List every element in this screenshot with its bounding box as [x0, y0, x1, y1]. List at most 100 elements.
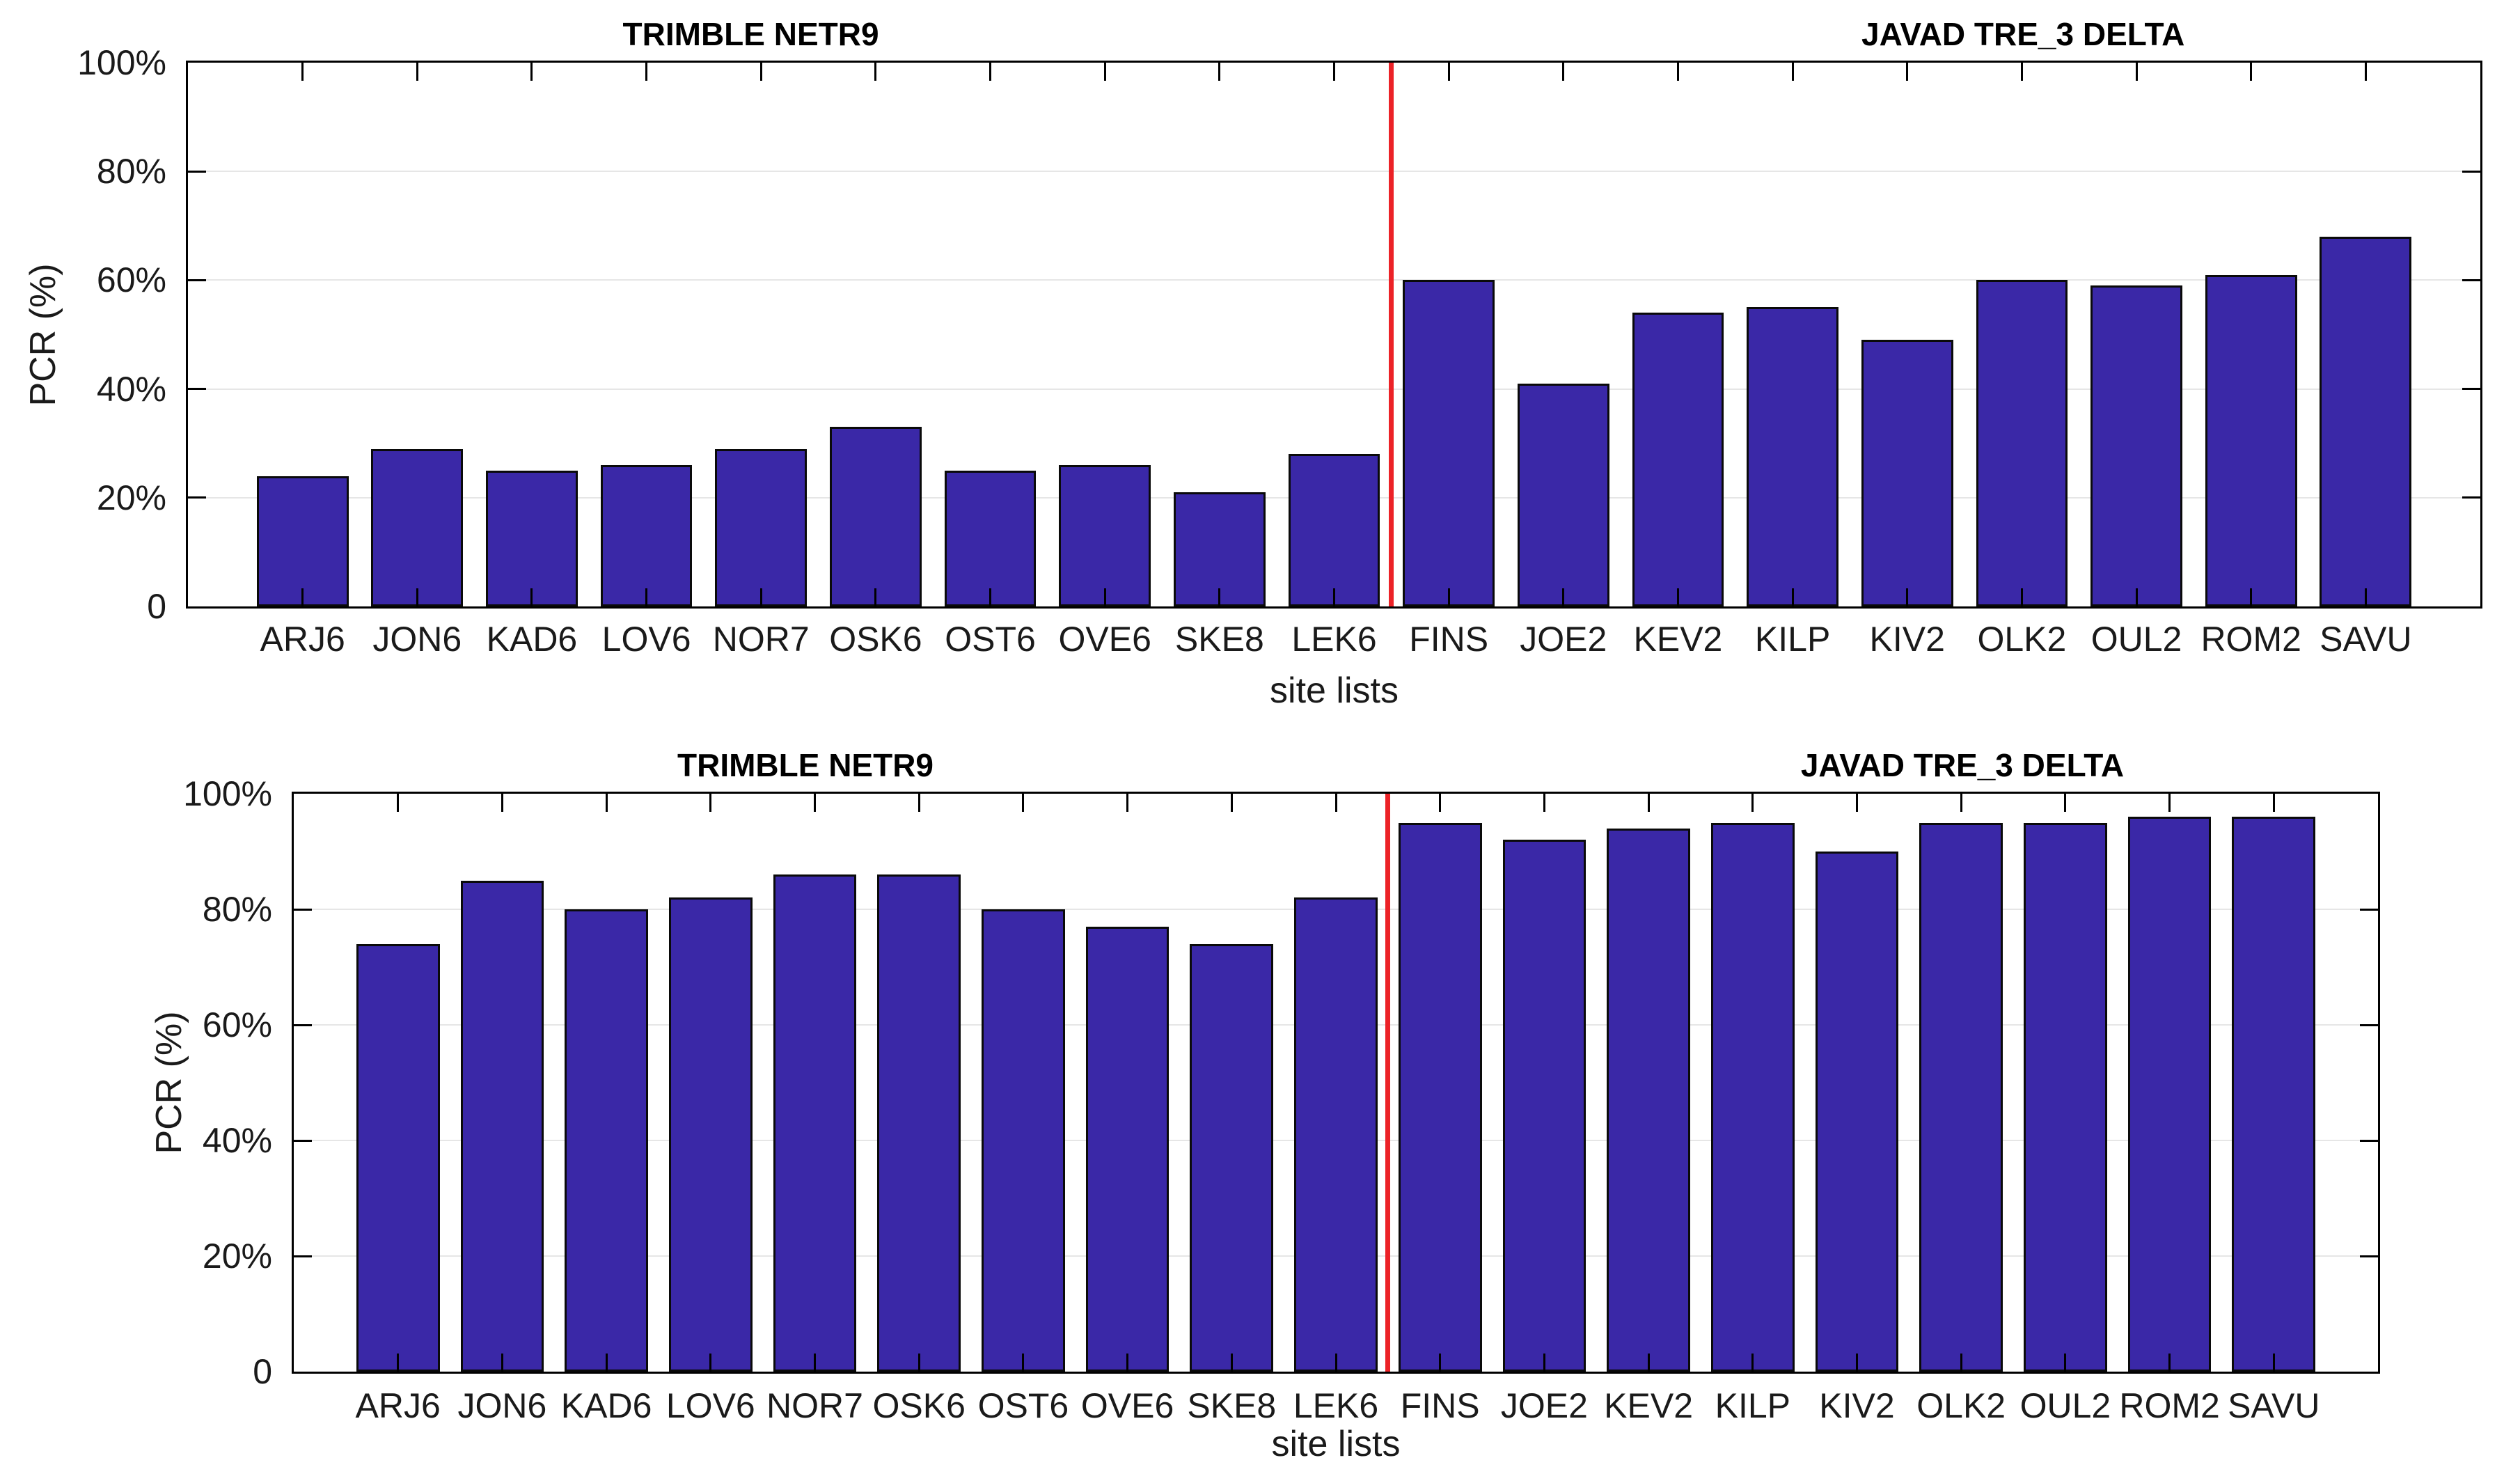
x-tick-mark [1960, 1354, 1962, 1372]
x-tick-label-FINS: FINS [1409, 620, 1489, 659]
x-tick-label-OUL2: OUL2 [2019, 1386, 2111, 1425]
bar-SKE8 [1190, 943, 1274, 1372]
x-tick-mark [1791, 588, 1794, 606]
bar-OLK2 [1919, 822, 2003, 1372]
bar-JON6 [371, 448, 464, 606]
x-tick-label-SAVU: SAVU [2320, 620, 2412, 659]
x-tick-mark [918, 1354, 920, 1372]
x-tick-label-OSK6: OSK6 [872, 1386, 966, 1425]
x-tick-mark [1230, 794, 1233, 812]
x-tick-mark [416, 588, 418, 606]
bar-ROM2 [2127, 817, 2212, 1372]
x-tick-mark [874, 588, 877, 606]
x-tick-mark [530, 63, 533, 81]
x-tick-mark [1543, 794, 1545, 812]
x-tick-mark [501, 1354, 503, 1372]
x-tick-mark [1647, 1354, 1650, 1372]
x-tick-mark [1856, 794, 1858, 812]
y-tick-mark [2462, 170, 2480, 173]
x-tick-label-JOE2: JOE2 [1500, 1386, 1588, 1425]
x-tick-mark [1334, 794, 1337, 812]
x-tick-label-OSK6: OSK6 [829, 620, 922, 659]
y-tick-mark [2360, 908, 2378, 911]
bar-JON6 [460, 880, 544, 1372]
bar-OUL2 [2024, 822, 2107, 1372]
x-tick-mark [1022, 1354, 1025, 1372]
group-title-javad: JAVAD TRE_3 DELTA [1800, 747, 2125, 783]
x-tick-mark [2064, 794, 2067, 812]
y-tick-label-60pct: 60% [96, 260, 166, 300]
x-tick-label-JON6: JON6 [457, 1386, 547, 1425]
bar-FINS [1398, 822, 1482, 1372]
x-tick-label-LOV6: LOV6 [601, 620, 691, 659]
x-tick-label-ARJ6: ARJ6 [260, 620, 345, 659]
bar-NOR7 [715, 448, 808, 606]
x-tick-mark [605, 794, 608, 812]
x-tick-label-LOV6: LOV6 [666, 1386, 755, 1425]
group-title-javad: JAVAD TRE_3 DELTA [1861, 16, 2185, 52]
bar-NOR7 [773, 874, 857, 1372]
x-tick-label-KAD6: KAD6 [560, 1386, 652, 1425]
x-tick-mark [1447, 588, 1450, 606]
x-tick-mark [2135, 63, 2138, 81]
y-tick-mark [294, 1255, 312, 1257]
x-tick-mark [2168, 1354, 2171, 1372]
x-tick-mark [709, 794, 712, 812]
x-tick-label-ROM2: ROM2 [2119, 1386, 2220, 1425]
y-tick-label-0: 0 [147, 587, 166, 626]
bar-KAD6 [486, 470, 578, 606]
bar-KIV2 [1861, 340, 1953, 606]
y-tick-mark [2360, 1139, 2378, 1142]
x-tick-label-NOR7: NOR7 [712, 620, 810, 659]
x-tick-mark [1856, 1354, 1858, 1372]
x-tick-mark [759, 63, 762, 81]
y-tick-mark [188, 279, 206, 281]
bar-LOV6 [668, 897, 753, 1372]
x-tick-mark [645, 588, 648, 606]
x-tick-mark [1751, 794, 1754, 812]
bar-ROM2 [2205, 274, 2297, 606]
x-tick-label-OVE6: OVE6 [1080, 1386, 1174, 1425]
x-tick-mark [1562, 63, 1565, 81]
x-tick-label-KEV2: KEV2 [1604, 1386, 1694, 1425]
bar-ARJ6 [356, 943, 440, 1372]
y-tick-label-80pct: 80% [202, 890, 272, 929]
x-tick-mark [1333, 588, 1335, 606]
x-tick-label-OVE6: OVE6 [1058, 620, 1151, 659]
x-tick-mark [2020, 63, 2023, 81]
x-tick-mark [645, 63, 648, 81]
x-tick-mark [1126, 1354, 1129, 1372]
gridline [188, 171, 2480, 173]
y-tick-mark [188, 170, 206, 173]
y-tick-label-100pct: 100% [183, 774, 272, 813]
x-tick-mark [874, 63, 877, 81]
x-tick-label-OST6: OST6 [945, 620, 1036, 659]
bar-KEV2 [1607, 828, 1690, 1372]
y-tick-label-0: 0 [253, 1352, 272, 1391]
x-tick-label-KAD6: KAD6 [486, 620, 578, 659]
y-tick-mark [294, 1139, 312, 1142]
x-tick-mark [989, 588, 992, 606]
bar-OLK2 [1976, 280, 2068, 606]
x-tick-mark [759, 588, 762, 606]
y-tick-label-40pct: 40% [96, 369, 166, 409]
x-tick-mark [2064, 1354, 2067, 1372]
x-tick-mark [2272, 1354, 2275, 1372]
x-tick-label-LEK6: LEK6 [1291, 620, 1377, 659]
bar-SAVU [2232, 817, 2316, 1372]
x-tick-label-SAVU: SAVU [2228, 1386, 2320, 1425]
x-tick-mark [2250, 63, 2253, 81]
bar-KILP [1710, 822, 1795, 1372]
x-tick-mark [1439, 1354, 1442, 1372]
x-tick-label-KILP: KILP [1754, 620, 1831, 659]
x-tick-mark [397, 1354, 400, 1372]
bar-ARJ6 [256, 476, 349, 606]
x-tick-mark [1022, 794, 1025, 812]
y-tick-mark [2462, 388, 2480, 391]
bar-OVE6 [1059, 464, 1151, 606]
y-tick-label-100pct: 100% [77, 43, 166, 82]
y-tick-mark [188, 496, 206, 499]
bar-OST6 [982, 909, 1065, 1372]
